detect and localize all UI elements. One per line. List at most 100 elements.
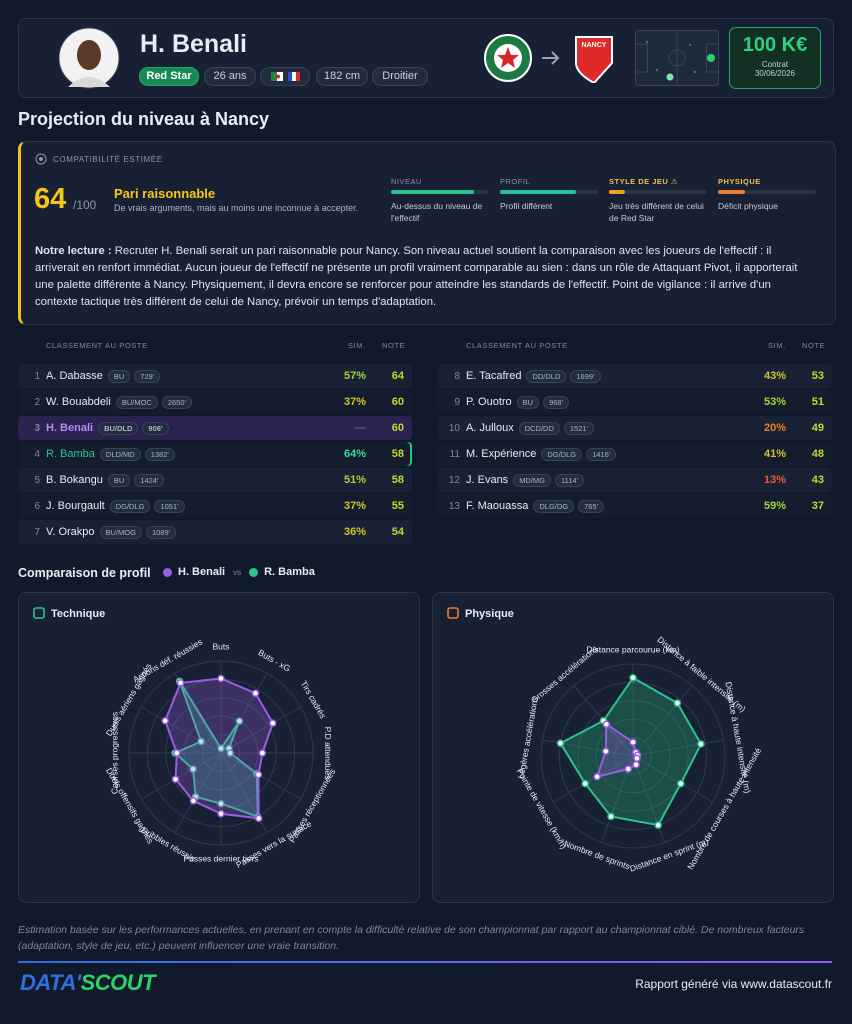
legend-label: H. Benali bbox=[178, 566, 226, 578]
spoke bbox=[141, 706, 222, 754]
note: 55 bbox=[391, 500, 404, 512]
note: 37 bbox=[811, 500, 824, 512]
similarity: 43% bbox=[763, 370, 786, 382]
note: 58 bbox=[391, 474, 404, 486]
contract-label: Contrat bbox=[761, 60, 789, 69]
table-row: 10 A. Julloux DCD/DD 1521' 20% 49 bbox=[438, 416, 832, 440]
logo-part: SCOUT bbox=[80, 970, 156, 995]
player: J. Bourgault bbox=[46, 500, 105, 512]
criterion-label: STYLE DE JEU ⚠ bbox=[609, 177, 679, 186]
radar-point bbox=[254, 814, 263, 823]
credit: Rapport généré via www.datascout.fr bbox=[635, 977, 832, 991]
radar-point bbox=[171, 775, 180, 783]
radar-point bbox=[607, 812, 615, 821]
player: E. Tacafred bbox=[466, 370, 522, 382]
note: 54 bbox=[391, 526, 404, 538]
note: 53 bbox=[811, 370, 824, 382]
th: NOTE bbox=[802, 341, 826, 350]
position-tag: BU bbox=[107, 369, 131, 383]
radar-point bbox=[629, 738, 637, 746]
th: CLASSEMENT AU POSTE bbox=[46, 341, 148, 350]
th: SIM. bbox=[348, 341, 366, 350]
criterion-desc: Déficit physique bbox=[718, 201, 779, 211]
divider bbox=[18, 961, 832, 963]
table-row: 7 V. Orakpo BU/MOG 1089' 36% 54 bbox=[18, 520, 412, 544]
table-row: 4 R. Bamba DLD/MD 1382' 64% 58 bbox=[18, 442, 412, 466]
radar-point bbox=[197, 737, 205, 746]
table-row: 12 J. Evans MD/MG 1114' 13% 43 bbox=[438, 468, 832, 492]
criterion-desc: Jeu très différent de celui de Red Star bbox=[609, 201, 704, 223]
rank: 13 bbox=[448, 500, 460, 512]
radar-point bbox=[673, 699, 682, 707]
axis-label: Nombre de sprints bbox=[563, 838, 632, 871]
player: F. Maouassa bbox=[466, 500, 529, 512]
radar-point bbox=[581, 779, 589, 788]
note: 43 bbox=[811, 474, 824, 486]
player: J. Evans bbox=[466, 474, 509, 486]
note: 48 bbox=[811, 448, 824, 460]
reading-lead: Notre lecture : bbox=[35, 245, 112, 257]
player: B. Bokangu bbox=[46, 474, 103, 486]
position-tag: DG/DLG bbox=[541, 447, 583, 461]
minutes-tag: 1114' bbox=[555, 473, 585, 487]
player: M. Expérience bbox=[466, 448, 537, 460]
radar-point bbox=[235, 717, 244, 725]
criterion-bar bbox=[500, 190, 577, 194]
radar-point bbox=[251, 689, 260, 697]
criterion-track bbox=[609, 190, 707, 194]
avatar bbox=[58, 27, 120, 89]
criterion: PROFIL Profil différent bbox=[500, 177, 598, 212]
axis-label: Actions déf. réussies bbox=[131, 637, 204, 685]
section-title: Projection du niveau à Nancy bbox=[18, 109, 270, 129]
axis-label: Grosses accélérations bbox=[529, 643, 600, 705]
note: 51 bbox=[811, 396, 824, 408]
radar-point bbox=[602, 720, 611, 729]
radar-area bbox=[559, 676, 703, 827]
note: 49 bbox=[811, 422, 824, 434]
position-tag: BU/DLD bbox=[98, 421, 139, 435]
similarity: 41% bbox=[763, 448, 786, 460]
legend-dot bbox=[163, 567, 172, 577]
rank: 9 bbox=[454, 396, 460, 408]
rank: 10 bbox=[448, 422, 460, 434]
table-row: 11 M. Expérience DG/DLG 1416' 41% 48 bbox=[438, 442, 832, 466]
criterion-bar bbox=[718, 190, 746, 194]
axis-label: Distance parcourue (km) bbox=[586, 644, 679, 654]
radar-point bbox=[189, 765, 197, 773]
radar-point bbox=[217, 674, 225, 683]
panel: Technique Buts Buts - xG Tirs cadrés P.D att… bbox=[18, 592, 420, 903]
similarity: 53% bbox=[763, 396, 786, 408]
rank: 2 bbox=[34, 396, 40, 408]
player-name: H. Benali bbox=[140, 30, 247, 58]
radar-point bbox=[161, 717, 169, 725]
vs: vs bbox=[233, 567, 242, 577]
flags bbox=[260, 67, 310, 86]
contract-date: 30/06/2026 bbox=[754, 69, 796, 78]
similarity: 59% bbox=[763, 500, 786, 512]
criterion-label: NIVEAU bbox=[391, 177, 422, 186]
th: NOTE bbox=[382, 341, 406, 350]
panel-icon bbox=[447, 607, 459, 619]
table-row: 3 H. Benali BU/DLD 906' — 60 bbox=[18, 416, 412, 440]
player: W. Bouabdeli bbox=[46, 396, 111, 408]
value-box: 100 K€ Contrat 30/06/2026 bbox=[729, 27, 821, 89]
player: A. Julloux bbox=[466, 422, 514, 434]
radar-point bbox=[226, 749, 234, 757]
criterion-track bbox=[718, 190, 816, 194]
player: H. Benali bbox=[46, 422, 94, 434]
spoke bbox=[632, 685, 693, 757]
spoke bbox=[174, 752, 222, 833]
radar-point bbox=[633, 754, 641, 763]
criterion-desc: Au-dessus du niveau de l'effectif bbox=[391, 201, 483, 223]
icon-shape bbox=[33, 607, 45, 619]
verdict-desc: De vrais arguments, mais au moins une in… bbox=[114, 203, 359, 213]
position-tag: BU/MOG bbox=[99, 525, 142, 539]
radar-point bbox=[254, 770, 263, 779]
position-tag: DLG/DG bbox=[533, 499, 575, 513]
note: 60 bbox=[391, 396, 404, 408]
axis-label: Buts bbox=[212, 641, 229, 651]
height-pill: 182 cm bbox=[316, 67, 368, 86]
